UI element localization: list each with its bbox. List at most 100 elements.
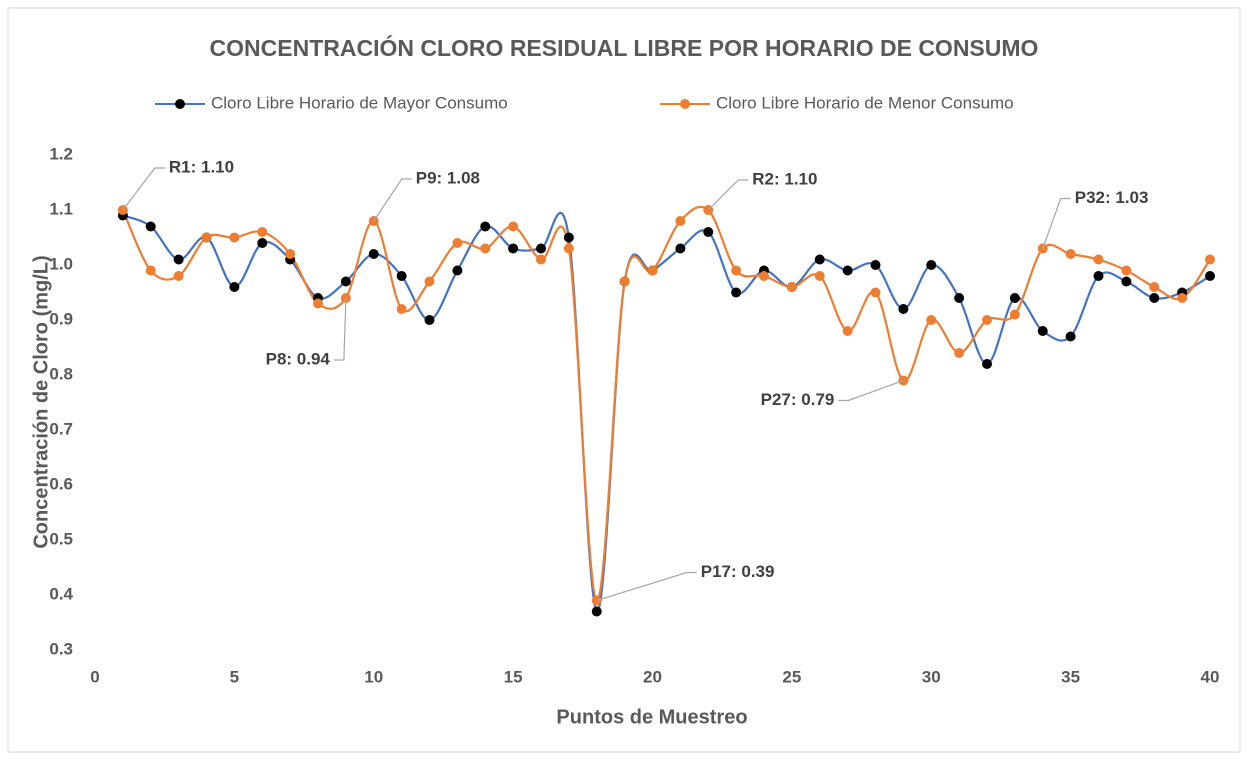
data-point: [424, 276, 435, 287]
chart-frame: [7, 7, 1241, 753]
annotation: R1: 1.10: [169, 157, 234, 176]
data-point: [257, 227, 268, 237]
data-point: [201, 232, 212, 243]
data-point: [619, 276, 630, 287]
data-point: [675, 243, 686, 254]
data-point: [675, 216, 686, 226]
data-point: [1121, 276, 1132, 287]
data-point: [173, 254, 184, 265]
data-point: [396, 304, 407, 314]
x-tick-label: 35: [1061, 667, 1080, 686]
data-point: [257, 238, 268, 248]
data-point: [731, 265, 742, 276]
data-point: [145, 221, 156, 232]
data-point: [563, 243, 574, 254]
data-point: [842, 265, 853, 276]
annotation: P17: 0.39: [701, 562, 775, 581]
x-tick-label: 15: [504, 667, 523, 686]
data-point: [1093, 271, 1104, 281]
data-point: [954, 293, 965, 303]
y-tick-label: 1.0: [49, 254, 73, 273]
data-point: [814, 254, 825, 265]
data-point: [842, 326, 853, 336]
annotation-leader: [373, 178, 412, 222]
y-tick-label: 0.7: [49, 419, 73, 438]
y-tick-label: 0.8: [49, 364, 73, 383]
annotation-leader: [596, 571, 697, 602]
data-point: [1205, 271, 1215, 281]
legend-marker: [680, 99, 690, 109]
y-tick-label: 0.5: [49, 529, 73, 548]
y-tick-label: 0.6: [49, 474, 73, 493]
annotation: R2: 1.10: [752, 169, 817, 188]
data-point: [759, 271, 769, 281]
annotation-leader: [122, 167, 165, 211]
x-tick-label: 30: [922, 667, 941, 686]
data-point: [480, 221, 491, 232]
data-point: [536, 243, 546, 254]
data-point: [424, 315, 435, 325]
data-point: [1093, 254, 1104, 265]
y-tick-label: 0.4: [49, 584, 73, 603]
data-point: [786, 282, 797, 292]
data-point: [452, 265, 463, 276]
legend-marker: [175, 99, 185, 109]
data-point: [898, 304, 909, 314]
x-tick-label: 40: [1201, 667, 1220, 686]
data-point: [1149, 282, 1160, 292]
legend-label: Cloro Libre Horario de Mayor Consumo: [211, 93, 508, 112]
data-point: [396, 271, 407, 281]
data-point: [870, 260, 881, 270]
chart-title: CONCENTRACIÓN CLORO RESIDUAL LIBRE POR H…: [210, 34, 1039, 61]
data-point: [563, 232, 574, 243]
data-point: [1205, 254, 1215, 265]
x-tick-label: 10: [364, 667, 383, 686]
annotation-leader: [1042, 197, 1071, 249]
data-point: [368, 249, 379, 259]
legend-label: Cloro Libre Horario de Menor Consumo: [716, 93, 1014, 112]
data-point: [982, 359, 992, 369]
annotation-leader: [838, 379, 904, 402]
data-point: [870, 287, 881, 298]
data-point: [647, 265, 658, 276]
data-point: [1037, 326, 1048, 336]
x-tick-label: 25: [782, 667, 801, 686]
data-point: [1065, 331, 1076, 342]
data-point: [508, 243, 519, 254]
x-axis-title: Puntos de Muestreo: [556, 706, 747, 728]
data-point: [731, 287, 742, 298]
data-point: [1149, 293, 1160, 303]
annotation-leader: [707, 179, 749, 211]
annotation: P32: 1.03: [1075, 188, 1149, 207]
data-point: [480, 243, 491, 254]
x-tick-label: 20: [643, 667, 662, 686]
data-point: [508, 221, 519, 232]
annotation: P9: 1.08: [416, 168, 480, 187]
data-point: [1009, 309, 1020, 320]
y-tick-label: 0.9: [49, 309, 73, 328]
annotation: P27: 0.79: [761, 390, 835, 409]
y-tick-label: 1.1: [49, 199, 73, 218]
data-point: [313, 298, 323, 309]
data-point: [145, 265, 156, 276]
annotation-leader: [333, 297, 347, 361]
data-point: [1177, 293, 1188, 303]
data-point: [173, 271, 184, 281]
data-point: [229, 232, 240, 243]
x-tick-label: 0: [90, 667, 99, 686]
data-point: [1121, 265, 1132, 276]
data-point: [1009, 293, 1020, 303]
annotation: P8: 0.94: [266, 349, 331, 368]
data-point: [229, 282, 240, 292]
data-point: [452, 238, 463, 248]
data-point: [591, 606, 602, 617]
data-point: [285, 249, 296, 259]
y-tick-label: 1.2: [49, 144, 73, 163]
data-point: [703, 227, 714, 237]
data-point: [536, 254, 546, 265]
data-point: [954, 348, 965, 358]
data-point: [926, 315, 937, 325]
data-point: [926, 260, 937, 270]
y-tick-label: 0.3: [49, 639, 73, 658]
